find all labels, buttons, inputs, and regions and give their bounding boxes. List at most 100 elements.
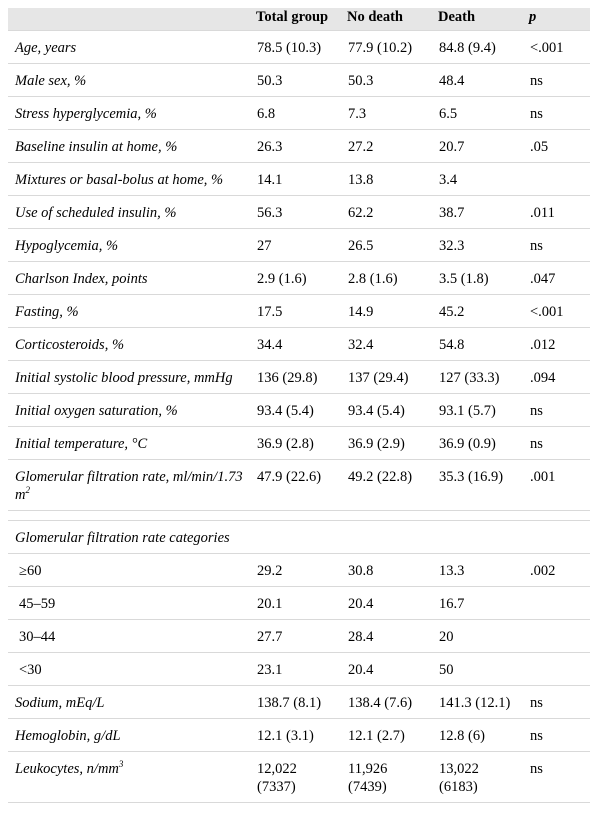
row-label-text: Initial systolic blood pressure, mmHg [15, 370, 233, 386]
death-value: 16.7 [434, 586, 525, 620]
death-value: 3.4 [434, 162, 525, 196]
row-label: Initial systolic blood pressure, mmHg [8, 360, 252, 394]
p-value: <.001 [525, 294, 590, 328]
p-value: <.001 [525, 30, 590, 64]
total-group-value: 136 (29.8) [252, 360, 343, 394]
table-row: ≥60 29.2 30.8 13.3.002 [8, 553, 590, 587]
row-label: Use of scheduled insulin, % [8, 195, 252, 229]
total-group-value: 27 [252, 228, 343, 262]
row-label: Fasting, % [8, 294, 252, 328]
no-death-value: 62.2 [343, 195, 434, 229]
no-death-value: 11,926 (7439) [343, 751, 434, 803]
row-label-text: Fasting, % [15, 304, 79, 320]
row-label-text: 30–44 [19, 629, 56, 645]
row-label-text: Use of scheduled insulin, % [15, 205, 177, 221]
spacer-row [8, 510, 590, 521]
table-body: Age, years 78.5 (10.3) 77.9 (10.2) 84.8 (9.… [8, 30, 590, 803]
header-row: Total group No death Death p [8, 8, 590, 31]
p-value: ns [525, 228, 590, 262]
p-value: ns [525, 685, 590, 719]
total-group-value: 20.1 [252, 586, 343, 620]
death-value: 35.3 (16.9) [434, 459, 525, 511]
p-value [525, 586, 590, 620]
header-no-death: No death [343, 8, 434, 31]
no-death-value: 93.4 (5.4) [343, 393, 434, 427]
spacer-cell [8, 510, 590, 521]
row-label: Baseline insulin at home, % [8, 129, 252, 163]
p-value [525, 652, 590, 686]
no-death-value: 28.4 [343, 619, 434, 653]
row-label-text: Leukocytes, n/mm [15, 761, 119, 777]
row-label-text: 45–59 [19, 596, 56, 612]
p-value: ns [525, 751, 590, 803]
no-death-value: 27.2 [343, 129, 434, 163]
table-row: 45–59 20.1 20.4 16.7 [8, 586, 590, 620]
results-table: Total group No death Death p Age, years 7… [8, 8, 590, 803]
row-label-text: Sodium, mEq/L [15, 695, 105, 711]
no-death-value: 36.9 (2.9) [343, 426, 434, 460]
death-value: 48.4 [434, 63, 525, 97]
table-row: Leukocytes, n/mm3 12,022 (7337) 11,926 (74… [8, 751, 590, 803]
p-value: .002 [525, 553, 590, 587]
row-label: Corticosteroids, % [8, 327, 252, 361]
row-label: Hypoglycemia, % [8, 228, 252, 262]
row-label-text: Age, years [15, 40, 77, 56]
table-row: Initial temperature, °C 36.9 (2.8) 36.9 (2… [8, 426, 590, 460]
no-death-value: 7.3 [343, 96, 434, 130]
table-row: Stress hyperglycemia, % 6.8 7.3 6.5 ns [8, 96, 590, 130]
table-row: Baseline insulin at home, % 26.3 27.2 20.7.… [8, 129, 590, 163]
row-label-text: Initial temperature, °C [15, 436, 148, 452]
row-label-text: Stress hyperglycemia, % [15, 106, 157, 122]
no-death-value: 20.4 [343, 652, 434, 686]
no-death-value: 32.4 [343, 327, 434, 361]
row-label: 45–59 [8, 586, 252, 620]
p-value: .011 [525, 195, 590, 229]
header-death: Death [434, 8, 525, 31]
row-label-superscript: 2 [25, 485, 30, 496]
table-row: 30–44 27.7 28.4 20 [8, 619, 590, 653]
no-death-value: 2.8 (1.6) [343, 261, 434, 295]
no-death-value: 14.9 [343, 294, 434, 328]
row-label: <30 [8, 652, 252, 686]
section-title: Glomerular filtration rate categories [8, 520, 590, 554]
row-label: Hemoglobin, g/dL [8, 718, 252, 752]
row-label: Mixtures or basal-bolus at home, % [8, 162, 252, 196]
total-group-value: 47.9 (22.6) [252, 459, 343, 511]
table-row: Male sex, % 50.3 50.3 48.4 ns [8, 63, 590, 97]
total-group-value: 6.8 [252, 96, 343, 130]
p-value: ns [525, 96, 590, 130]
p-value: .047 [525, 261, 590, 295]
row-label-text: Male sex, % [15, 73, 87, 89]
table-row: Mixtures or basal-bolus at home, % 14.1 13… [8, 162, 590, 196]
total-group-value: 27.7 [252, 619, 343, 653]
row-label-superscript: 3 [118, 759, 124, 770]
no-death-value: 137 (29.4) [343, 360, 434, 394]
total-group-value: 93.4 (5.4) [252, 393, 343, 427]
table-row: Sodium, mEq/L 138.7 (8.1) 138.4 (7.6) 141.3… [8, 685, 590, 719]
death-value: 127 (33.3) [434, 360, 525, 394]
table-row: Glomerular filtration rate, ml/min/1.73 … [8, 459, 590, 511]
death-value: 13,022 (6183) [434, 751, 525, 803]
total-group-value: 34.4 [252, 327, 343, 361]
row-label: Age, years [8, 30, 252, 64]
row-label: Male sex, % [8, 63, 252, 97]
death-value: 50 [434, 652, 525, 686]
row-label-text: Mixtures or basal-bolus at home, % [15, 172, 224, 188]
death-value: 36.9 (0.9) [434, 426, 525, 460]
total-group-value: 78.5 (10.3) [252, 30, 343, 64]
total-group-value: 36.9 (2.8) [252, 426, 343, 460]
p-value: .012 [525, 327, 590, 361]
total-group-value: 29.2 [252, 553, 343, 587]
no-death-value: 26.5 [343, 228, 434, 262]
p-value [525, 162, 590, 196]
row-label: 30–44 [8, 619, 252, 653]
row-label-text: Glomerular filtration rate, ml/min/1.73 … [15, 469, 243, 503]
total-group-value: 17.5 [252, 294, 343, 328]
death-value: 93.1 (5.7) [434, 393, 525, 427]
row-label: Stress hyperglycemia, % [8, 96, 252, 130]
table-row: Hypoglycemia, % 27 26.5 32.3 ns [8, 228, 590, 262]
row-label: Sodium, mEq/L [8, 685, 252, 719]
p-value: .001 [525, 459, 590, 511]
header-p-value: p [525, 8, 590, 31]
total-group-value: 12.1 (3.1) [252, 718, 343, 752]
